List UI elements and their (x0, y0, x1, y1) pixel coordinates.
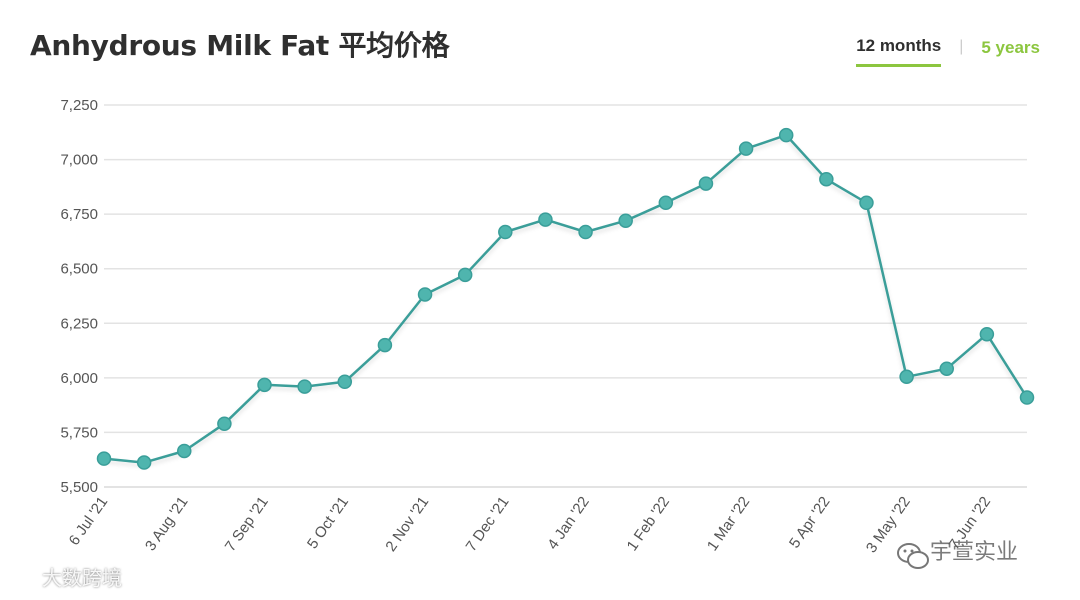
wechat-icon (896, 542, 929, 569)
data-point[interactable] (417, 287, 433, 302)
data-point[interactable] (337, 374, 353, 390)
x-tick-label: 6 Jul '21 (66, 494, 112, 549)
data-point[interactable] (217, 416, 232, 431)
data-point[interactable] (1019, 390, 1035, 405)
x-tick-label: 5 Apr '22 (786, 494, 834, 552)
y-tick-label: 5,500 (60, 479, 98, 496)
y-tick-label: 6,000 (60, 370, 98, 387)
y-tick-label: 7,250 (60, 97, 98, 114)
series-points (96, 127, 1035, 470)
y-axis-ticks: 5,500 5,750 6,000 6,250 6,500 6,750 7,000 7,250 (60, 97, 98, 496)
data-point[interactable] (538, 212, 553, 227)
x-tick-label: 3 Aug '21 (142, 494, 192, 555)
data-point[interactable] (297, 379, 312, 394)
data-point[interactable] (257, 377, 272, 393)
weibo-icon (8, 569, 36, 591)
x-tick-label: 7 Dec '21 (463, 494, 513, 555)
x-tick-label: 1 Feb '22 (624, 494, 674, 555)
grid-lines (104, 104, 1027, 488)
tab-separator: | (959, 37, 964, 55)
tab-5-years[interactable]: 5 years (981, 37, 1040, 57)
data-point[interactable] (457, 267, 473, 283)
data-point[interactable] (698, 176, 714, 191)
data-point[interactable] (979, 326, 995, 342)
chart-title: Anhydrous Milk Fat 平均价格 (30, 29, 450, 62)
data-point[interactable] (778, 127, 794, 143)
watermark-right: 宇萱实业 (896, 534, 1019, 569)
watermark-right-text: 宇萱实业 (930, 540, 1019, 565)
x-tick-label: 2 Nov '21 (382, 494, 432, 555)
data-point[interactable] (819, 171, 834, 187)
y-tick-label: 6,250 (60, 315, 98, 332)
data-point[interactable] (377, 337, 393, 353)
data-point[interactable] (939, 361, 954, 376)
data-point[interactable] (899, 369, 914, 385)
watermark-left-text: 大数跨境 (42, 566, 122, 590)
series-line-path (103, 133, 1029, 464)
data-point[interactable] (859, 195, 874, 211)
x-tick-label: 5 Oct '21 (304, 494, 352, 553)
data-point[interactable] (618, 213, 633, 228)
x-axis-ticks: 6 Jul '21 3 Aug '21 7 Sep '21 5 Oct '21 2 No… (66, 494, 995, 557)
data-point[interactable] (578, 224, 593, 240)
x-tick-label: 4 Jan '22 (544, 494, 593, 553)
x-tick-label: 7 Sep '21 (222, 494, 272, 555)
y-tick-label: 6,750 (60, 206, 98, 223)
y-tick-label: 5,750 (60, 424, 98, 441)
data-point[interactable] (498, 224, 513, 240)
series-line (103, 133, 1029, 464)
data-point[interactable] (738, 141, 754, 156)
watermark-left: 大数跨境 (8, 562, 122, 591)
x-tick-label: 1 Mar '22 (704, 494, 754, 555)
y-tick-label: 6,500 (60, 261, 98, 278)
period-tabs: 12 months | 5 years (856, 34, 1040, 67)
data-point[interactable] (658, 195, 674, 211)
data-point[interactable] (96, 451, 112, 466)
data-point[interactable] (136, 455, 152, 470)
data-point[interactable] (177, 443, 192, 459)
y-tick-label: 7,000 (60, 152, 98, 169)
tab-12-months[interactable]: 12 months (856, 34, 942, 67)
